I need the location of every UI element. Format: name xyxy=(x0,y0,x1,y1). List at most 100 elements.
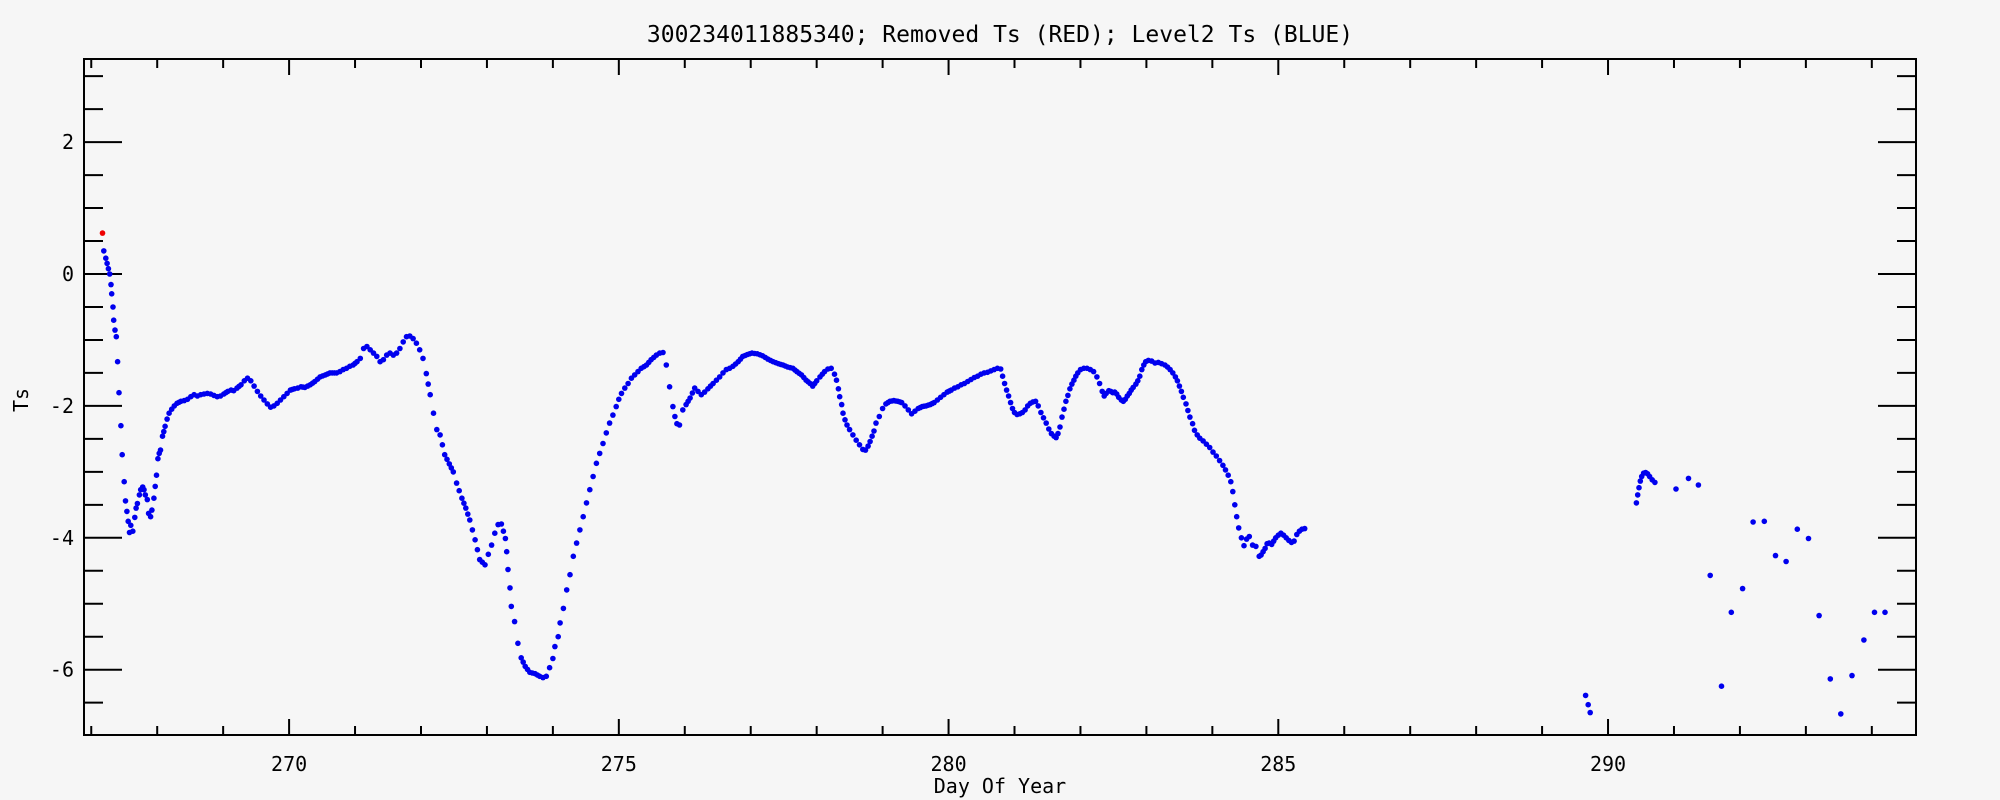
data-point xyxy=(836,393,843,400)
data-point xyxy=(1187,414,1193,420)
data-point xyxy=(300,384,306,390)
data-point xyxy=(534,672,541,678)
data-point xyxy=(865,443,871,449)
data-point xyxy=(846,426,853,433)
data-point xyxy=(1637,478,1644,484)
data-point xyxy=(1695,482,1702,488)
data-point xyxy=(374,353,380,360)
data-point xyxy=(474,546,481,553)
data-point xyxy=(459,495,465,502)
data-point xyxy=(1230,488,1236,495)
data-point xyxy=(157,447,164,453)
data-point xyxy=(1761,518,1768,525)
data-point xyxy=(1005,393,1012,399)
data-point xyxy=(1225,472,1231,479)
data-point xyxy=(108,281,114,288)
data-point xyxy=(1063,398,1069,405)
data-point xyxy=(751,350,758,357)
data-point xyxy=(1183,401,1189,407)
data-point xyxy=(524,666,531,673)
data-point xyxy=(1055,430,1061,437)
data-point xyxy=(159,433,166,440)
data-point xyxy=(646,359,652,366)
data-point xyxy=(716,374,723,380)
data-point xyxy=(1241,542,1247,549)
data-point xyxy=(676,422,683,428)
data-point xyxy=(444,456,450,463)
data-point xyxy=(166,410,172,417)
data-point xyxy=(500,528,507,534)
data-point xyxy=(573,540,580,546)
data-point xyxy=(130,528,136,534)
data-point xyxy=(616,396,622,403)
data-point xyxy=(777,361,784,368)
data-point xyxy=(757,352,763,358)
data-point xyxy=(423,370,430,377)
data-point xyxy=(1783,558,1789,565)
data-point xyxy=(603,430,610,436)
data-point xyxy=(905,407,912,413)
data-point xyxy=(1178,388,1185,395)
data-point xyxy=(1090,368,1097,375)
data-point xyxy=(1046,426,1052,432)
data-point xyxy=(99,230,106,236)
x-axis-title: Day Of Year xyxy=(933,774,1067,798)
data-point xyxy=(1176,383,1183,389)
data-point xyxy=(997,366,1004,372)
data-point xyxy=(425,381,432,387)
data-point xyxy=(1633,500,1640,506)
data-point xyxy=(546,664,553,671)
data-point xyxy=(873,420,879,426)
data-point xyxy=(999,373,1006,380)
data-point xyxy=(625,380,631,387)
data-point xyxy=(685,398,691,405)
data-point xyxy=(782,363,789,369)
data-point xyxy=(767,357,774,364)
y-tick-label: -4 xyxy=(50,526,74,550)
data-point xyxy=(819,371,826,378)
data-point xyxy=(289,386,296,393)
data-point xyxy=(136,492,143,498)
data-point xyxy=(606,420,613,426)
data-point xyxy=(828,365,834,372)
data-point xyxy=(1301,525,1308,532)
data-point xyxy=(147,513,154,520)
data-point xyxy=(1059,414,1065,420)
x-tick-label: 290 xyxy=(1590,752,1626,776)
data-point xyxy=(1213,453,1220,459)
data-point xyxy=(618,390,625,397)
data-point xyxy=(844,422,850,428)
data-point xyxy=(1772,552,1779,559)
data-point xyxy=(520,659,526,665)
data-point xyxy=(879,405,886,412)
data-point xyxy=(151,495,157,502)
data-point xyxy=(439,442,446,448)
data-point xyxy=(557,620,563,626)
data-point xyxy=(831,371,838,378)
data-point xyxy=(529,670,536,676)
data-point xyxy=(737,356,744,362)
data-point xyxy=(141,486,147,493)
y-tick-label: -6 xyxy=(50,658,74,682)
data-point xyxy=(1587,709,1593,716)
data-point xyxy=(902,403,908,409)
data-point xyxy=(176,399,182,406)
data-point xyxy=(1022,407,1028,413)
data-point xyxy=(309,380,316,387)
data-point xyxy=(1253,543,1259,550)
data-point xyxy=(613,403,619,410)
data-point xyxy=(488,542,495,548)
data-point xyxy=(397,345,403,352)
data-point xyxy=(1246,533,1253,540)
data-point xyxy=(352,360,358,367)
data-point xyxy=(1003,387,1010,393)
data-point xyxy=(420,355,426,362)
data-point xyxy=(871,428,877,434)
data-point xyxy=(742,352,748,359)
data-point xyxy=(515,640,521,647)
data-point xyxy=(596,450,603,457)
data-point xyxy=(811,380,818,387)
data-point xyxy=(380,356,387,363)
data-point xyxy=(1035,403,1041,409)
